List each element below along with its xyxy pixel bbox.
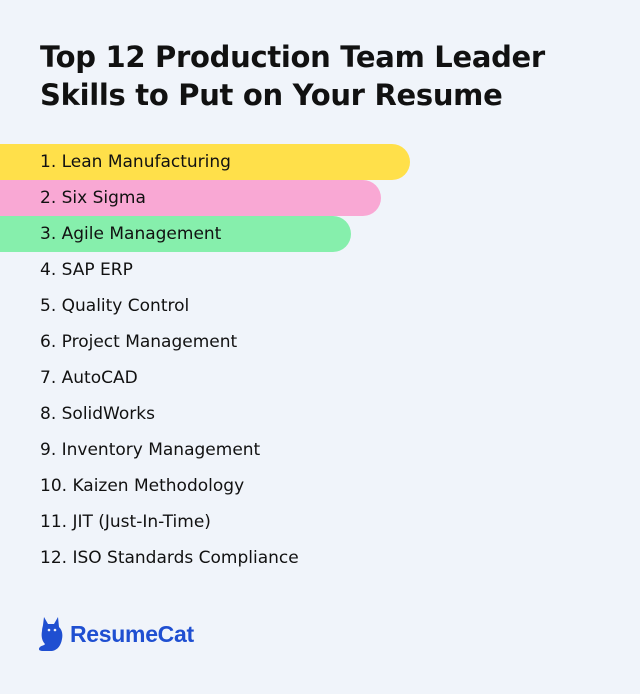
skill-item: 3. Agile Management [0,216,351,252]
skill-item: 9. Inventory Management [40,440,261,460]
skill-item: 12. ISO Standards Compliance [40,548,299,568]
skill-item: 6. Project Management [40,332,238,352]
brand-logo: ResumeCat [38,614,194,654]
skill-item: 7. AutoCAD [40,368,138,388]
brand-name: ResumeCat [70,620,194,647]
cat-icon [38,615,64,653]
skill-item: 5. Quality Control [40,296,190,316]
skill-item: 2. Six Sigma [0,180,381,216]
page-title: Top 12 Production Team Leader Skills to … [40,38,620,114]
skill-item: 11. JIT (Just-In-Time) [40,512,211,532]
skill-item: 10. Kaizen Methodology [40,476,245,496]
title-line-2: Skills to Put on Your Resume [40,78,503,112]
skill-item: 4. SAP ERP [40,260,133,280]
skills-list: 1. Lean Manufacturing 2. Six Sigma 3. Ag… [0,144,640,576]
skill-item: 1. Lean Manufacturing [0,144,410,180]
skill-item: 8. SolidWorks [40,404,155,424]
title-line-1: Top 12 Production Team Leader [40,40,545,74]
